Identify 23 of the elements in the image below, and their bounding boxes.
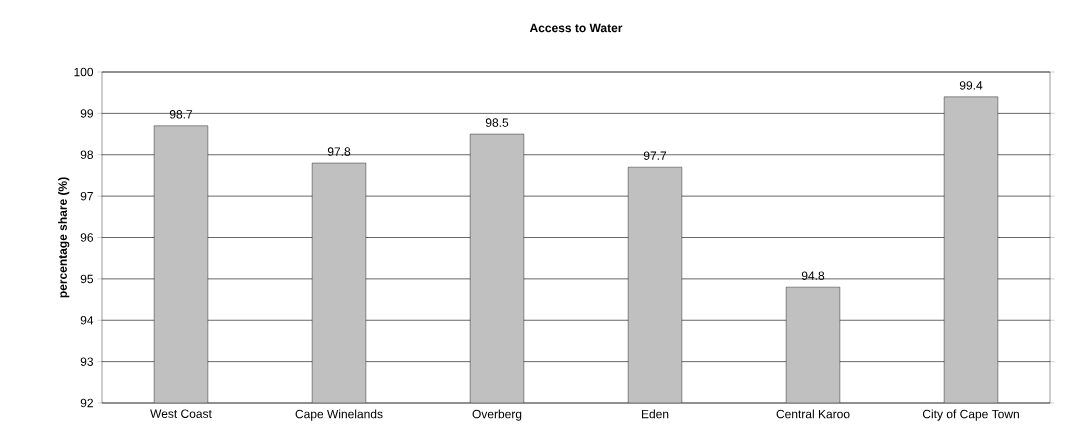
chart-title: Access to Water (529, 23, 623, 33)
data-label: 94.8 (801, 271, 825, 280)
x-tick-label: Cape Winelands (295, 409, 383, 421)
data-label: 98.7 (169, 110, 193, 119)
x-tick-label: Central Karoo (776, 409, 850, 419)
y-tick-label: 98 (80, 150, 94, 160)
data-label: 97.7 (643, 151, 667, 160)
data-label: 98.5 (485, 118, 509, 127)
data-label: 99.4 (959, 81, 983, 90)
y-tick-label: 100 (74, 67, 94, 77)
x-tick-label: City of Cape Town (922, 409, 1019, 421)
data-label: 97.8 (327, 147, 351, 156)
y-tick-label: 93 (80, 357, 94, 366)
x-tick-label: Eden (641, 409, 669, 419)
y-tick-label: 94 (80, 316, 94, 325)
y-tick-label: 95 (80, 274, 94, 284)
y-tick-label: 99 (80, 109, 93, 118)
x-tick-label: West Coast (150, 409, 212, 418)
y-tick-label: 92 (80, 398, 93, 408)
y-tick-label: 96 (80, 233, 94, 242)
x-tick-label: Overberg (472, 409, 522, 421)
y-tick-label: 97 (80, 191, 93, 201)
y-axis-title: percentage share (%) (58, 177, 70, 298)
